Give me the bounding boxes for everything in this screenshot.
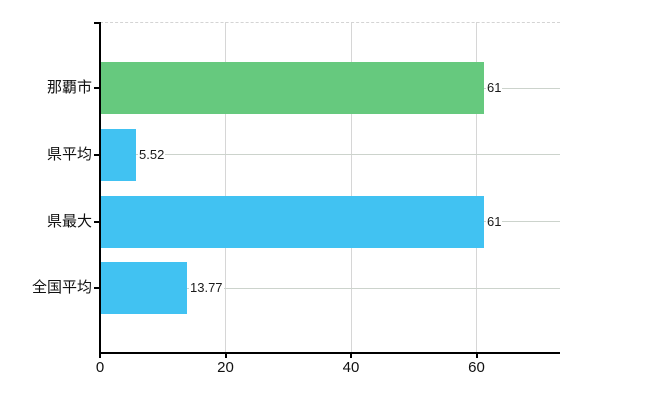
y-axis-line [99,22,101,353]
y-axis-tick [94,287,100,290]
x-axis-tick [99,354,101,358]
x-tick-label: 0 [95,359,105,376]
category-label: 県平均 [46,145,92,163]
y-axis-tick [94,87,100,89]
x-axis-tick [350,354,352,358]
vertical-gridline [350,22,352,353]
vertical-gridline [476,22,477,353]
x-axis-tick [224,354,227,358]
category-label: 県最大 [46,212,92,230]
bar[interactable] [101,128,136,181]
x-tick-label: 60 [468,359,485,376]
category-label: 全国平均 [31,279,92,297]
x-tick-label: 20 [217,359,234,376]
category-label: 那覇市 [46,79,92,96]
x-axis-tick [475,354,478,358]
horizontal-gridline [100,287,560,289]
plot-top-border [100,22,560,23]
bar-value-label: 61 [486,213,503,230]
bar[interactable] [101,62,484,114]
x-axis-line [99,352,560,354]
horizontal-gridline [100,154,560,156]
vertical-gridline [225,22,226,353]
bar[interactable] [101,195,484,248]
y-axis-tick [94,220,100,223]
bar-value-label: 13.77 [189,280,224,297]
bar-value-label: 5.52 [138,146,166,163]
bar[interactable] [101,262,187,315]
x-tick-label: 40 [342,359,360,376]
bar-value-label: 61 [486,80,503,96]
y-axis-tick [94,153,100,156]
y-axis-top-tick [94,22,100,24]
